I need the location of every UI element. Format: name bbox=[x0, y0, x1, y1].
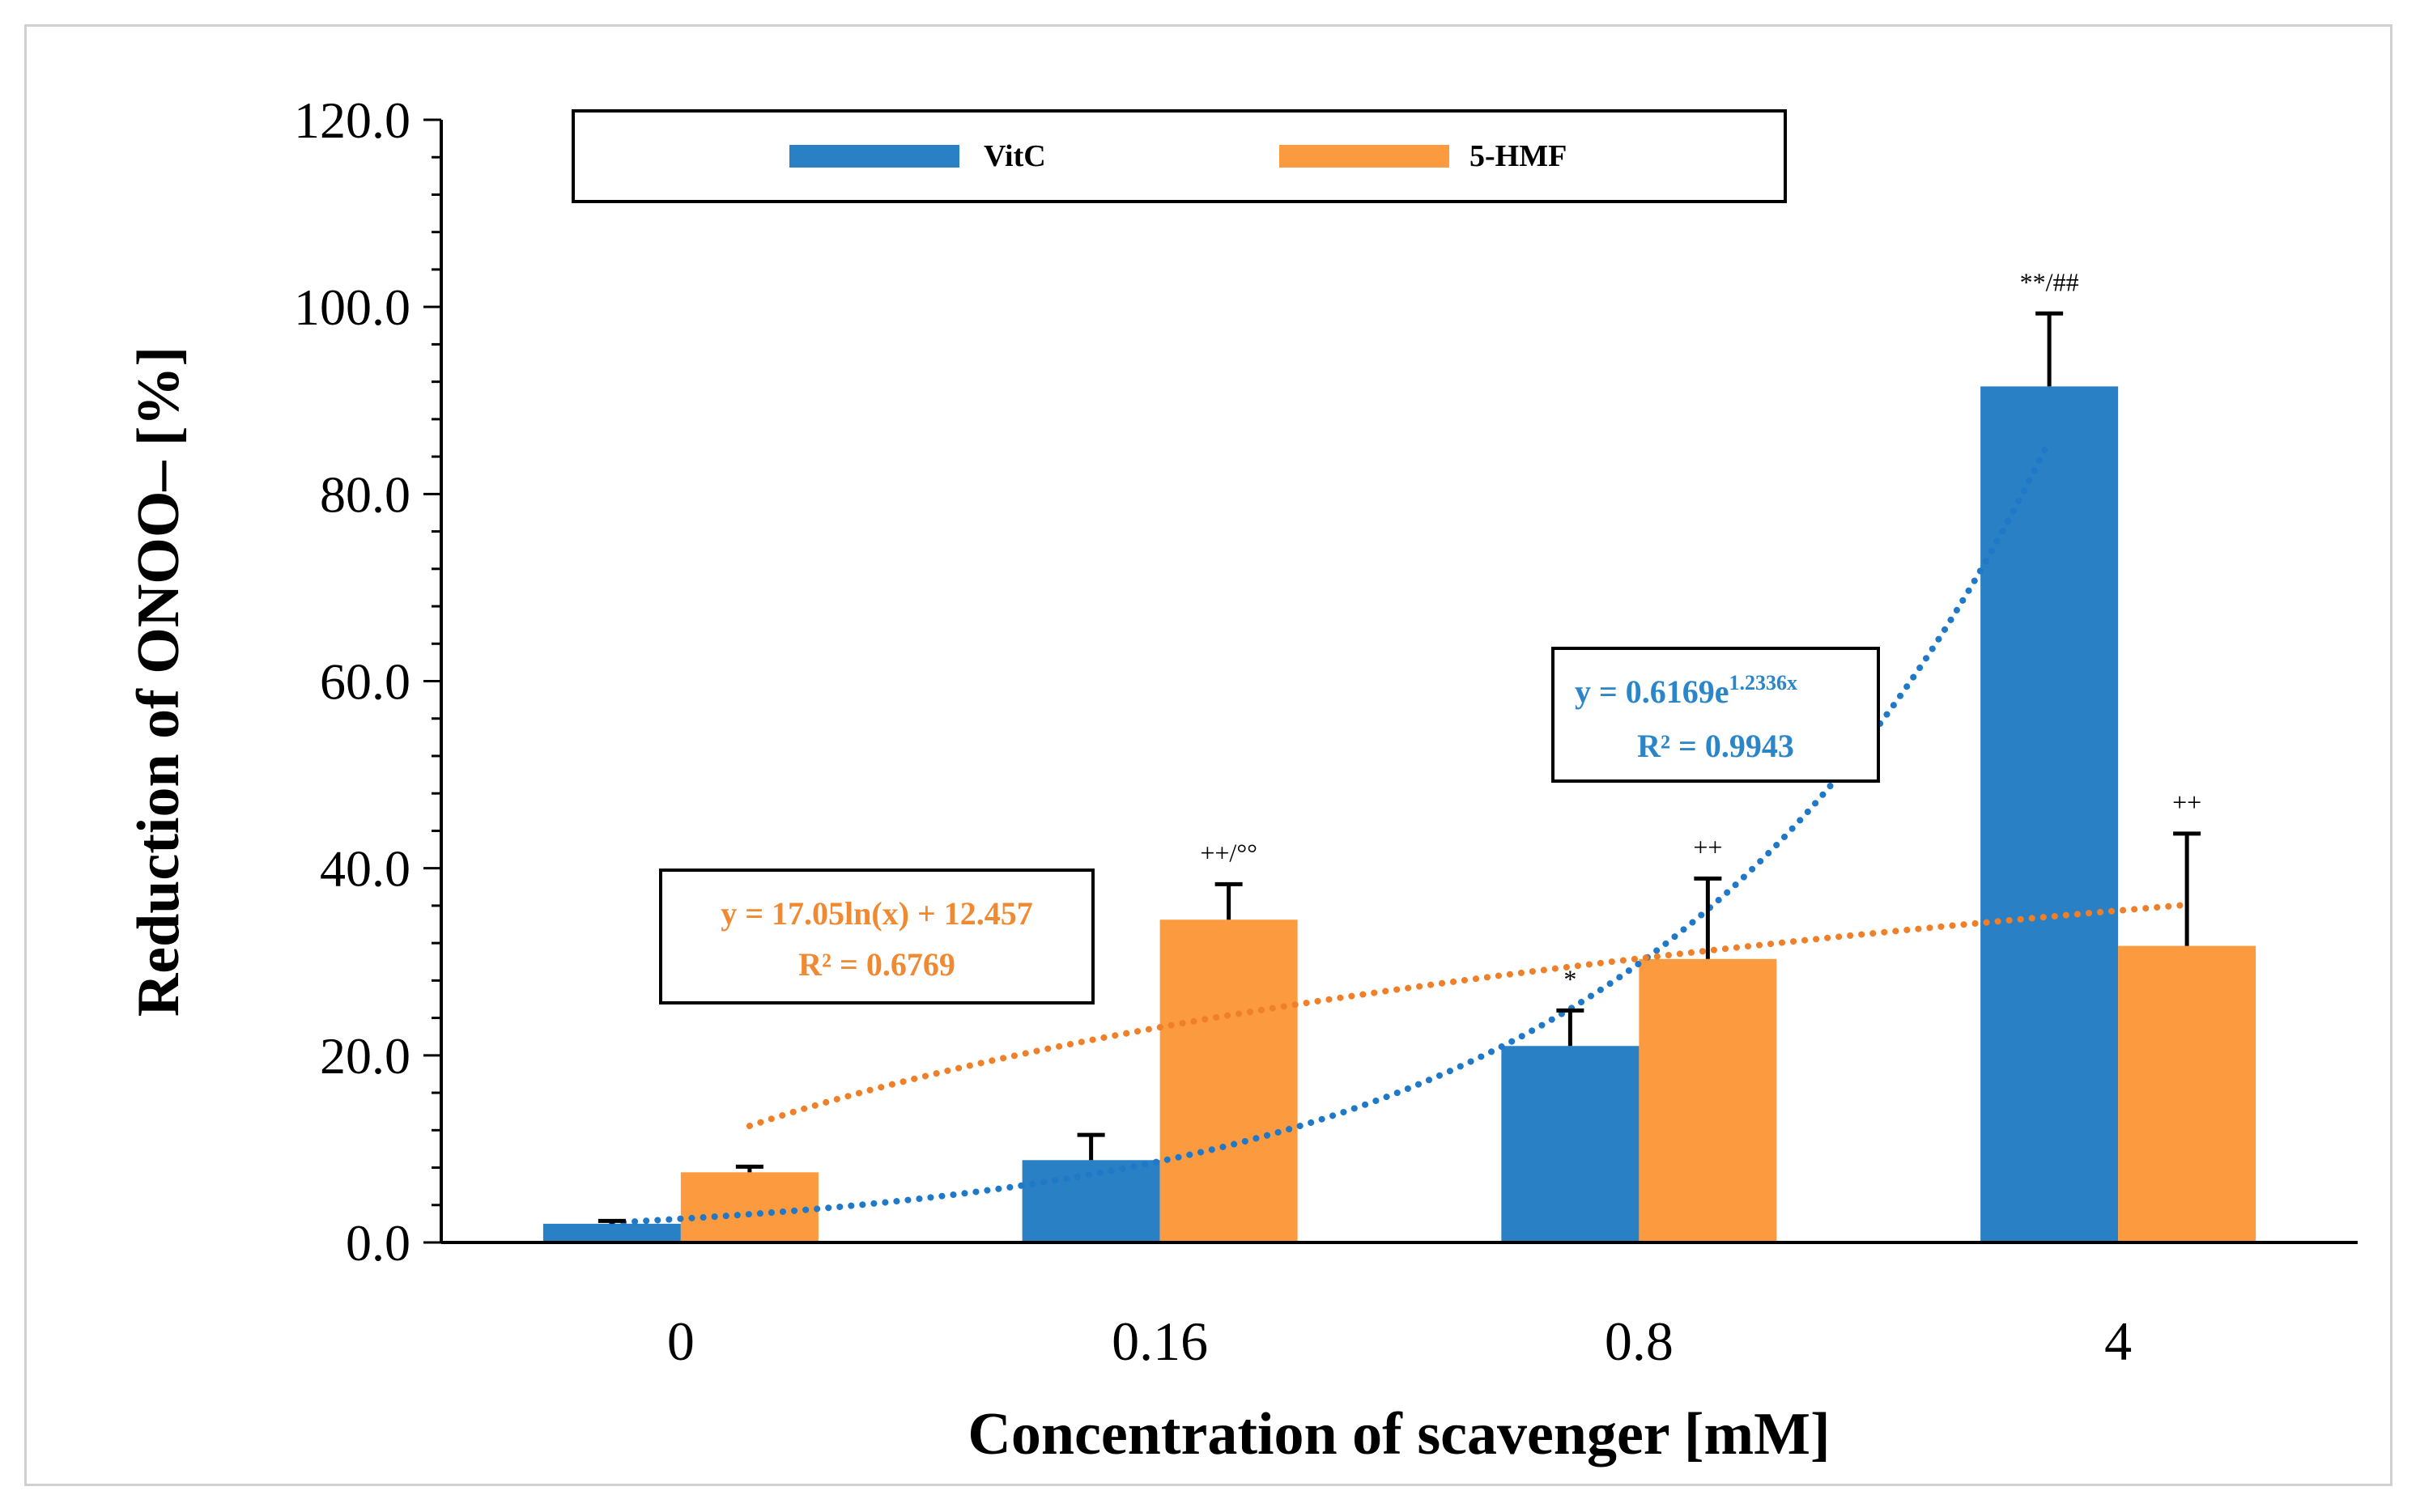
legend: VitC 5-HMF bbox=[572, 109, 1787, 203]
x-axis-title: Concentration of scavenger [mM] bbox=[968, 1401, 1830, 1467]
legend-label-vitc: VitC bbox=[984, 139, 1046, 173]
bar-5hmf bbox=[1159, 920, 1298, 1242]
hmf-r-squared: R² = 0.6769 bbox=[798, 946, 955, 983]
bar-5hmf bbox=[1639, 958, 1777, 1242]
vitc-equation-exponent: 1.2336x bbox=[1729, 671, 1798, 694]
hmf-equation-frame bbox=[659, 869, 1095, 1004]
legend-label-5hmf: 5-HMF bbox=[1469, 139, 1567, 173]
bar-vitc bbox=[1501, 1046, 1640, 1242]
y-tick-label: 100.0 bbox=[294, 278, 410, 336]
significance-label: ++/°° bbox=[1200, 838, 1257, 867]
vitc-equation-box: y = 0.6169e1.2336x R² = 0.9943 bbox=[1551, 647, 1880, 783]
y-tick-label: 120.0 bbox=[294, 91, 410, 149]
legend-box bbox=[572, 109, 1787, 203]
y-axis-title: Reduction of ONOO– [%] bbox=[125, 346, 192, 1017]
hmf-equation: y = 17.05ln(x) + 12.457 bbox=[721, 895, 1033, 932]
y-tick-label: 80.0 bbox=[320, 465, 410, 523]
bar-vitc bbox=[542, 1223, 681, 1242]
hmf-equation-box: y = 17.05ln(x) + 12.457 R² = 0.6769 bbox=[659, 869, 1095, 1004]
x-tick-label: 4 bbox=[2104, 1310, 2132, 1372]
legend-swatch-vitc bbox=[789, 145, 959, 168]
significance-label: **/## bbox=[2020, 267, 2079, 296]
y-tick-label: 20.0 bbox=[320, 1027, 410, 1085]
bar-5hmf bbox=[2118, 945, 2256, 1242]
significance-label: ++ bbox=[1693, 832, 1722, 861]
vitc-equation-main: y = 0.6169e bbox=[1575, 673, 1729, 710]
y-tick-label: 40.0 bbox=[320, 840, 410, 898]
y-tick-label: 60.0 bbox=[320, 653, 410, 711]
y-tick-label: 0.0 bbox=[346, 1214, 410, 1272]
vitc-equation-frame bbox=[1551, 647, 1880, 783]
bar-5hmf bbox=[680, 1172, 819, 1242]
x-tick-label: 0 bbox=[667, 1310, 695, 1372]
significance-label: ++ bbox=[2172, 788, 2201, 817]
bar-vitc bbox=[1980, 386, 2119, 1243]
trendline-5hmf bbox=[746, 901, 2191, 1129]
trendline-vitc bbox=[608, 437, 2053, 1226]
x-tick-label: 0.16 bbox=[1112, 1310, 1208, 1372]
legend-swatch-5hmf bbox=[1279, 145, 1449, 168]
x-tick-label: 0.8 bbox=[1605, 1310, 1674, 1372]
vitc-r-squared: R² = 0.9943 bbox=[1637, 728, 1794, 764]
vitc-equation: y = 0.6169e1.2336x bbox=[1575, 671, 1797, 710]
significance-label: * bbox=[1563, 964, 1576, 993]
